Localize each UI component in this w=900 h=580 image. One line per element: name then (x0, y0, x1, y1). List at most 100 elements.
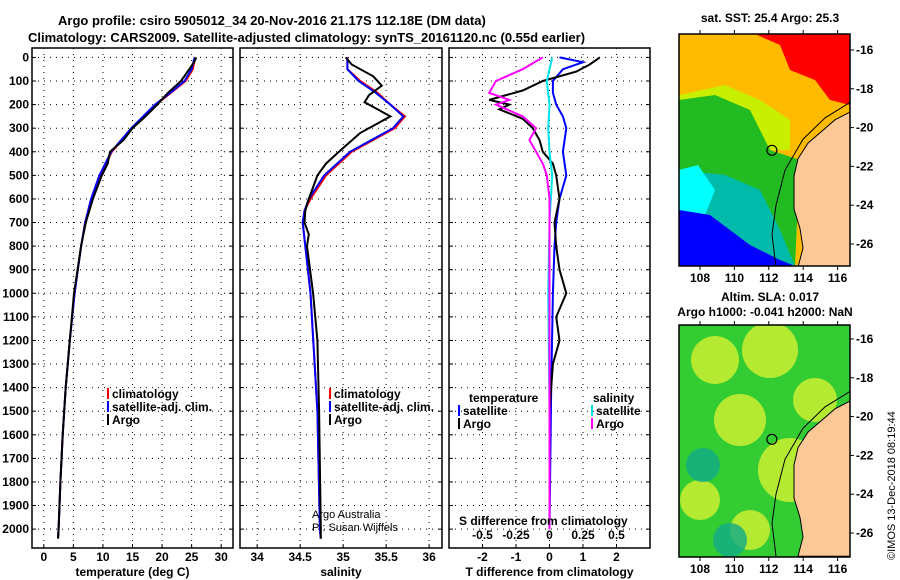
secondary-tick-label: 0.25 (571, 528, 595, 542)
y-tick-label: 1900 (2, 499, 29, 513)
series-line-argo (303, 56, 393, 539)
y-tick-label: 1500 (2, 404, 29, 418)
lat-tick-label: -16 (856, 43, 874, 57)
legend-label: Argo (596, 417, 624, 431)
sla-high-blob (742, 325, 798, 378)
legend-label: climatology (112, 387, 179, 401)
map-field (679, 34, 850, 266)
land-australia (793, 111, 850, 266)
plot-frame (239, 47, 443, 549)
y-tick-label: 1200 (2, 333, 29, 347)
lat-tick-label: -26 (856, 526, 874, 540)
y-tick-label: 900 (9, 263, 29, 277)
y-tick-label: 1000 (2, 286, 29, 300)
y-tick-label: 200 (9, 98, 29, 112)
y-tick-label: 800 (9, 239, 29, 253)
plot-frame (31, 47, 234, 549)
lon-tick-label: 112 (759, 562, 779, 576)
y-tick-label: 300 (9, 121, 29, 135)
series-line-argo (57, 56, 198, 539)
map-title-sla: Altim. SLA: 0.017 (721, 290, 819, 304)
y-tick-label: 1600 (2, 428, 29, 442)
series-line-temperature-satellite (548, 56, 587, 530)
credit-text: Argo Australia (312, 509, 381, 521)
lon-tick-label: 116 (828, 271, 848, 285)
legend-label: satellite (596, 404, 641, 418)
secondary-axis-label: S difference from climatology (459, 514, 628, 528)
lat-tick-label: -16 (856, 332, 874, 346)
lon-tick-label: 112 (759, 271, 779, 285)
legend-label: Argo (334, 413, 362, 427)
legend-label: satellite-adj. clim. (112, 400, 212, 414)
sst-cyan (679, 165, 715, 215)
lat-tick-label: -22 (856, 159, 874, 173)
x-tick-label: 36 (422, 550, 436, 564)
lon-tick-label: 108 (690, 271, 710, 285)
map-title: sat. SST: 25.4 Argo: 25.3 (701, 11, 840, 25)
map-sst: 108 110 112 114 116 -16 -18 -20 -22 -24 -26 sat. SS… (678, 11, 874, 285)
y-tick-label: 100 (9, 74, 29, 88)
panel-salinity: 34 34.5 35 35.5 36 salinity climatologysatelli… (239, 47, 443, 579)
panel-difference: -2 -1 0 1 2T difference from climatology temp… (448, 47, 651, 579)
y-tick-label: 0 (22, 50, 29, 64)
y-tick-label: 1400 (2, 381, 29, 395)
map-field (679, 325, 850, 557)
lon-tick-label: 116 (828, 562, 848, 576)
series-line-satellite-adj-clim- (301, 57, 405, 539)
y-tick-label: 1100 (3, 310, 29, 324)
x-tick-label: 35.5 (374, 550, 398, 564)
x-tick-label: 5 (70, 550, 77, 564)
sst-hot (755, 34, 850, 105)
secondary-tick-label: 0.5 (608, 528, 625, 542)
legend-label: Argo (463, 417, 491, 431)
lat-tick-label: -18 (856, 371, 874, 385)
argo-float-marker (766, 433, 778, 445)
lat-tick-label: -22 (856, 448, 874, 462)
legend-title-salinity: salinity (593, 391, 635, 405)
x-axis-label: T difference from climatology (465, 565, 633, 579)
bathymetry-contour (771, 101, 850, 266)
map-title-argo-height: Argo h1000: -0.041 h2000: NaN (677, 305, 852, 319)
copyright-text: ©IMOS 13-Dec-2018 08:19:44 (886, 411, 898, 560)
lat-tick-label: -24 (856, 198, 874, 212)
sla-high-blob (793, 378, 837, 422)
x-tick-label: -2 (477, 550, 488, 564)
plot-frame (448, 47, 651, 549)
x-tick-label: 10 (96, 550, 110, 564)
x-tick-label: 2 (613, 550, 620, 564)
legend-label: climatology (334, 387, 401, 401)
secondary-tick-label: -0.5 (472, 528, 493, 542)
x-tick-label: 0 (546, 550, 553, 564)
map-frame (678, 33, 851, 267)
x-tick-label: 34 (251, 550, 265, 564)
lon-tick-label: 110 (725, 271, 745, 285)
y-tick-label: 1700 (2, 451, 29, 465)
lon-tick-label: 110 (725, 562, 745, 576)
title-line-1: Argo profile: csiro 5905012_34 20-Nov-20… (58, 13, 486, 28)
lon-tick-label: 114 (794, 271, 814, 285)
secondary-tick-label: -0.25 (502, 528, 530, 542)
lat-tick-label: -24 (856, 487, 874, 501)
legend-label: satellite-adj. clim. (334, 400, 434, 414)
series-line-satellite-adj-clim- (57, 57, 196, 539)
y-tick-label: 500 (9, 168, 29, 182)
bathymetry-contour (771, 390, 850, 557)
map-frame (678, 324, 851, 558)
panel-temperature: 0100200300400500600700800900100011001200… (2, 47, 234, 579)
legend-label: Argo (112, 413, 140, 427)
x-tick-label: 30 (214, 550, 228, 564)
x-tick-label: 35 (336, 550, 350, 564)
map-sla: 108 110 112 114 116 -16 -18 -20 -22 -24 -26 Altim. … (677, 290, 873, 576)
secondary-tick-label: 0 (546, 528, 553, 542)
sla-low-blob (686, 448, 720, 482)
legend-title-temperature: temperature (469, 391, 539, 405)
sla-high-blob (714, 394, 766, 446)
y-tick-label: 600 (9, 192, 29, 206)
y-tick-label: 400 (9, 145, 29, 159)
sla-low-blob (713, 523, 747, 557)
argo-float-marker (766, 144, 778, 156)
lat-tick-label: -20 (856, 410, 874, 424)
lon-tick-label: 108 (690, 562, 710, 576)
